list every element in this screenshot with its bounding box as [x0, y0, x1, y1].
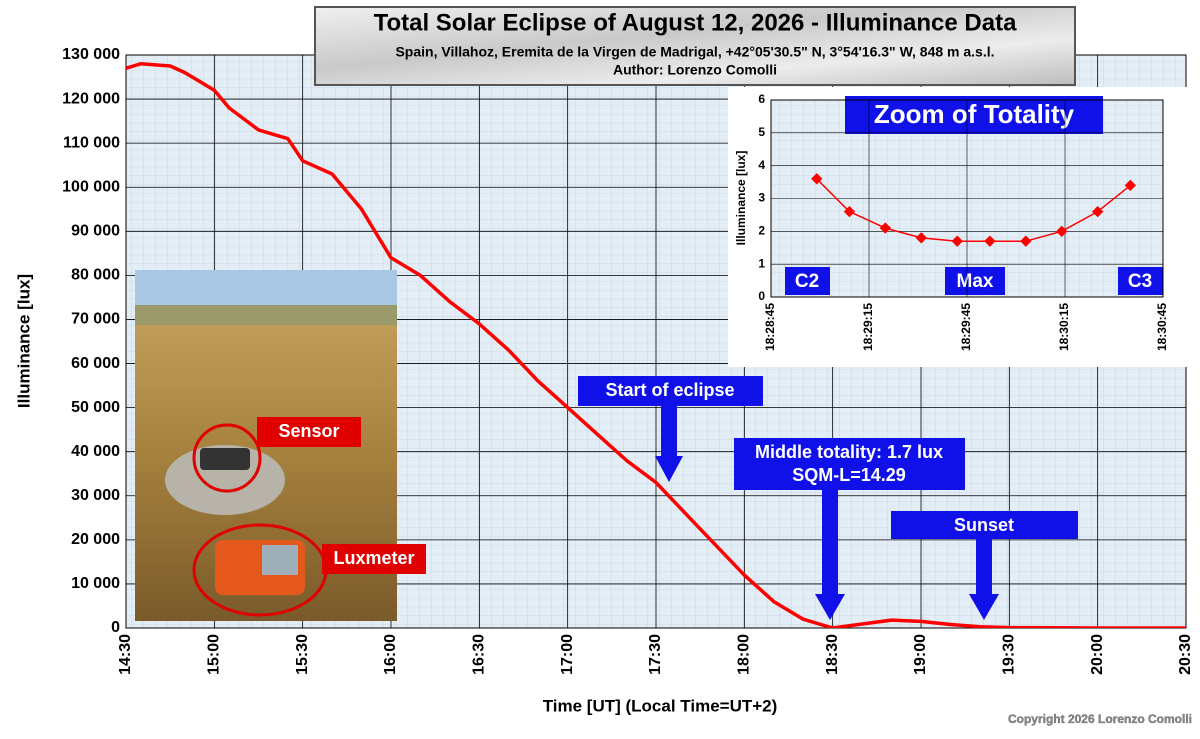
y-tick-label: 6: [758, 92, 765, 106]
data-point: [1124, 179, 1136, 192]
annotation: Sunset: [954, 515, 1014, 535]
y-tick-label: 70 000: [71, 311, 120, 328]
inset-y-axis-title: Illuminance [lux]: [734, 151, 748, 246]
inset-grid: [770, 99, 1164, 298]
inset-annotation: Max: [957, 271, 994, 292]
inset-annotation: C2: [795, 271, 819, 292]
x-tick-label: 18:30:45: [1155, 303, 1169, 351]
inset-label-box: [785, 267, 830, 295]
y-tick-label: 120 000: [62, 90, 120, 107]
y-tick-label: 3: [758, 191, 765, 205]
photo: [135, 270, 426, 621]
annotation: Middle totality: 1.7 lux: [755, 442, 943, 462]
y-tick-label: 0: [111, 619, 120, 636]
y-tick-label: 100 000: [62, 178, 120, 195]
y-tick-label: 1: [758, 256, 765, 270]
axis-frame: [770, 99, 1164, 298]
data-line: [126, 62, 1186, 628]
data-line: [816, 178, 1131, 242]
y-tick-label: 60 000: [71, 355, 120, 372]
y-tick-label: 0: [758, 289, 765, 303]
data-point: [984, 235, 996, 247]
inset-label-box: [1118, 267, 1163, 295]
x-tick-label: 16:30: [471, 634, 488, 675]
x-tick-label: 14:30: [117, 634, 134, 675]
x-tick-label: 17:00: [559, 634, 576, 675]
inset-annotation: C3: [1128, 271, 1152, 292]
y-tick-label: 130 000: [62, 46, 120, 63]
y-tick-label: 30 000: [71, 487, 120, 504]
author: Author: Lorenzo Comolli: [613, 62, 777, 78]
x-tick-label: 15:00: [206, 634, 223, 675]
x-tick-label: 18:29:45: [959, 303, 973, 351]
y-tick-label: 90 000: [71, 223, 120, 240]
inset-title-box: [845, 96, 1103, 134]
x-tick-label: 17:30: [647, 634, 664, 675]
data-point: [879, 222, 891, 234]
x-tick-label: 16:00: [382, 634, 399, 675]
data-point: [1056, 225, 1068, 237]
y-tick-label: 80 000: [71, 267, 120, 284]
y-tick-label: 10 000: [71, 575, 120, 592]
x-tick-label: 18:00: [736, 634, 753, 675]
y-tick-label: 110 000: [63, 134, 120, 151]
x-tick-label: 18:30:15: [1057, 303, 1071, 351]
x-axis-title: Time [UT] (Local Time=UT+2): [543, 696, 778, 715]
data-point: [915, 232, 927, 244]
x-tick-label: 19:30: [1001, 634, 1018, 675]
photo-label: Sensor: [278, 421, 339, 441]
x-tick-label: 19:00: [912, 634, 929, 675]
y-axis-title: Illuminance [lux]: [14, 274, 33, 408]
copyright: Copyright 2026 Lorenzo Comolli: [1008, 712, 1192, 726]
annotation: Start of eclipse: [605, 380, 734, 400]
data-point: [843, 205, 856, 218]
inset-title: Zoom of Totality: [874, 99, 1075, 129]
data-point: [1092, 205, 1104, 218]
x-tick-label: 18:28:45: [763, 303, 777, 351]
y-tick-label: 4: [758, 158, 765, 172]
annotation: SQM-L=14.29: [792, 465, 906, 485]
subtitle: Spain, Villahoz, Eremita de la Virgen de…: [395, 44, 994, 60]
annotation-boxes: [578, 376, 1078, 620]
y-tick-label: 50 000: [71, 399, 120, 416]
x-tick-label: 18:30: [824, 634, 841, 675]
x-tick-label: 20:00: [1089, 634, 1106, 675]
y-tick-label: 5: [758, 125, 765, 139]
inset-label-box: [945, 267, 1005, 295]
x-tick-label: 18:29:15: [861, 303, 875, 351]
data-point: [951, 235, 963, 247]
x-tick-label: 15:30: [294, 634, 311, 675]
y-tick-label: 2: [758, 224, 765, 238]
x-tick-label: 20:30: [1177, 634, 1194, 675]
y-tick-label: 20 000: [71, 531, 120, 548]
photo-label: Luxmeter: [333, 548, 414, 568]
data-point: [811, 173, 823, 185]
chart-title: Total Solar Eclipse of August 12, 2026 -…: [374, 9, 1017, 36]
y-tick-label: 40 000: [71, 443, 120, 460]
title-box: [314, 6, 1076, 86]
